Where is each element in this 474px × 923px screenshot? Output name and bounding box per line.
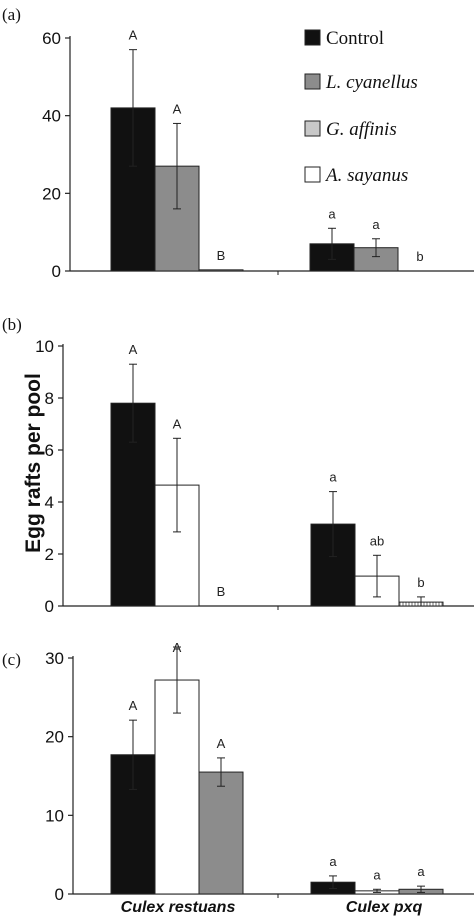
y-tick-label: 0 — [55, 885, 64, 904]
y-tick-label: 60 — [42, 29, 61, 48]
panel-1: (b) 0 2 4 6 8 10 A A Ba ab b — [2, 315, 474, 616]
y-axis-label: Egg rafts per pool — [22, 373, 45, 553]
legend: Control L. cyanellus G. affinis A. sayanus — [304, 28, 418, 186]
panel-label: (b) — [2, 315, 22, 334]
significance-letter: B — [217, 584, 226, 599]
legend-swatch-a-sayanus — [304, 166, 321, 183]
x-category-label-restuans: Culex restuans — [121, 899, 236, 916]
significance-letter: A — [129, 342, 138, 357]
y-tick-label: 40 — [42, 107, 61, 126]
significance-letter: A — [173, 416, 182, 431]
bar-g-affinis-culex-restuans — [198, 269, 244, 272]
legend-label-l-cyanellus: L. cyanellus — [325, 72, 418, 93]
significance-letter: A — [129, 698, 138, 713]
significance-letter: B — [217, 248, 226, 263]
panel-0: (a) 0 20 40 60 A A Ba a b — [2, 5, 474, 281]
legend-swatch-l-cyanellus — [304, 73, 321, 90]
legend-label-control: Control — [326, 28, 384, 49]
significance-letter: A — [217, 736, 226, 751]
panel-label: (c) — [2, 650, 21, 669]
x-category-label-pxq: Culex pxq — [346, 899, 423, 916]
legend-label-a-sayanus: A. sayanus — [324, 165, 408, 186]
y-tick-label: 0 — [52, 262, 61, 281]
legend-swatch-g-affinis — [304, 120, 321, 137]
significance-letter: A — [173, 640, 182, 655]
y-tick-label: 10 — [45, 806, 64, 825]
y-tick-label: 8 — [45, 389, 54, 408]
significance-letter: a — [329, 470, 337, 485]
significance-letter: a — [328, 206, 336, 221]
significance-letter: a — [373, 867, 381, 882]
significance-letter: A — [173, 101, 182, 116]
panel-2: (c) 0 10 20 30 A A Aa a a — [2, 640, 474, 904]
legend-label-g-affinis: G. affinis — [326, 119, 397, 140]
significance-letter: a — [372, 217, 380, 232]
y-tick-label: 2 — [45, 545, 54, 564]
y-tick-label: 0 — [45, 597, 54, 616]
legend-swatch-control — [304, 29, 321, 46]
significance-letter: ab — [370, 533, 384, 548]
y-tick-label: 20 — [45, 728, 64, 747]
significance-letter: a — [329, 854, 337, 869]
y-tick-label: 6 — [45, 441, 54, 460]
y-tick-label: 4 — [45, 493, 54, 512]
bar-l-cyanellus-culex-restuans — [198, 771, 244, 895]
panel-label: (a) — [2, 5, 21, 24]
bar-a-sayanus-culex-restuans — [154, 679, 200, 895]
significance-letter: a — [417, 864, 425, 879]
significance-letter: b — [416, 249, 423, 264]
significance-letter: b — [417, 575, 424, 590]
significance-letter: A — [129, 28, 138, 43]
y-tick-label: 20 — [42, 184, 61, 203]
y-tick-label: 30 — [45, 649, 64, 668]
y-tick-label: 10 — [35, 337, 54, 356]
